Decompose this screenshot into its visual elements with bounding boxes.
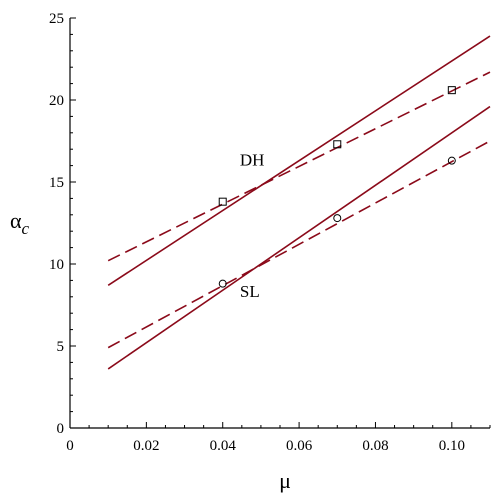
solid-line-2 (107, 105, 491, 370)
x-axis-label: μ (279, 468, 291, 493)
y-tick-label: 25 (49, 11, 64, 27)
axes-frame (69, 18, 490, 429)
square-marker (447, 86, 456, 95)
y-tick-label: 15 (49, 175, 64, 191)
y-axis-label-base: α (10, 208, 22, 233)
axis-ticks: 0 0.02 0.04 0.06 0.08 0.10 0 5 10 15 20 25 (49, 11, 491, 454)
x-tick-label: 0.10 (439, 438, 465, 454)
curve-label-dh: DH (240, 151, 265, 170)
x-tick-label: 0.04 (210, 438, 237, 454)
circle-marker (447, 156, 456, 165)
chart-labels: DH SL μ αc (10, 151, 291, 493)
dashed-line-1 (107, 71, 491, 262)
y-tick-label: 20 (49, 93, 64, 109)
x-tick-label: 0 (66, 438, 74, 454)
solid-line-0 (107, 35, 491, 286)
x-tick-label: 0.06 (286, 438, 313, 454)
dashed-line-3 (107, 140, 491, 349)
x-tick-label: 0.02 (133, 438, 159, 454)
curve-label-sl: SL (240, 282, 260, 301)
circle-marker (333, 214, 342, 223)
square-marker (333, 140, 342, 149)
square-marker (218, 197, 227, 206)
circle-marker (218, 279, 227, 288)
data-series (107, 35, 491, 370)
y-tick-label: 0 (57, 421, 65, 437)
y-axis-label: αc (10, 208, 30, 238)
y-tick-label: 5 (57, 339, 65, 355)
y-axis-label-subscript: c (22, 219, 30, 238)
x-tick-label: 0.08 (362, 438, 388, 454)
y-tick-label: 10 (49, 257, 64, 273)
